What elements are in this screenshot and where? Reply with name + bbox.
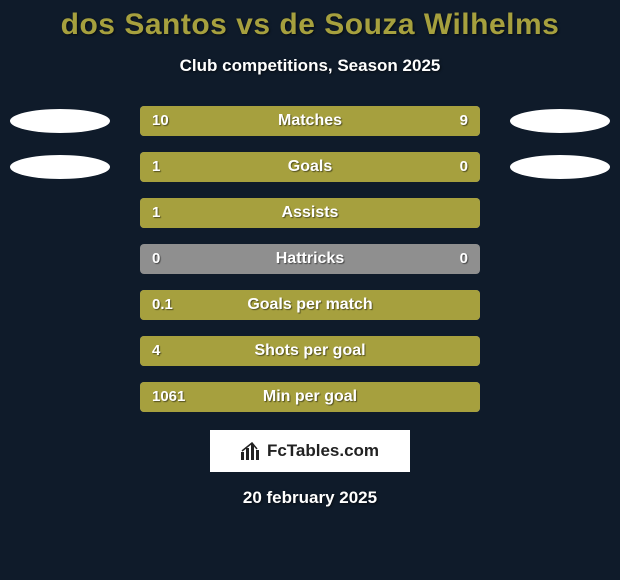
stat-row: 1061Min per goal: [0, 382, 620, 412]
stats-container: 109Matches 10Goals 1Assists 00Hattricks 0.1G…: [0, 106, 620, 412]
stat-label: Matches: [140, 106, 480, 136]
stat-label: Hattricks: [140, 244, 480, 274]
stat-row: 00Hattricks: [0, 244, 620, 274]
stat-row: 109Matches: [0, 106, 620, 136]
stat-label: Goals: [140, 152, 480, 182]
stat-label: Goals per match: [140, 290, 480, 320]
stat-row: 0.1Goals per match: [0, 290, 620, 320]
stat-bar-track: 1Assists: [140, 198, 480, 228]
date-label: 20 february 2025: [0, 488, 620, 508]
chart-icon: [241, 442, 261, 460]
stat-bar-track: 1061Min per goal: [140, 382, 480, 412]
stat-label: Shots per goal: [140, 336, 480, 366]
player-badge-right: [510, 109, 610, 133]
comparison-page: dos Santos vs de Souza Wilhelms Club com…: [0, 0, 620, 580]
player-badge-right: [510, 155, 610, 179]
stat-row: 1Assists: [0, 198, 620, 228]
player-badge-left: [10, 155, 110, 179]
stat-label: Min per goal: [140, 382, 480, 412]
subtitle: Club competitions, Season 2025: [0, 56, 620, 76]
stat-bar-track: 109Matches: [140, 106, 480, 136]
stat-bar-track: 00Hattricks: [140, 244, 480, 274]
stat-row: 10Goals: [0, 152, 620, 182]
branding-text: FcTables.com: [267, 441, 379, 461]
stat-bar-track: 0.1Goals per match: [140, 290, 480, 320]
stat-row: 4Shots per goal: [0, 336, 620, 366]
player-badge-left: [10, 109, 110, 133]
stat-bar-track: 4Shots per goal: [140, 336, 480, 366]
branding-badge: FcTables.com: [210, 430, 410, 472]
stat-label: Assists: [140, 198, 480, 228]
stat-bar-track: 10Goals: [140, 152, 480, 182]
page-title: dos Santos vs de Souza Wilhelms: [0, 0, 620, 42]
